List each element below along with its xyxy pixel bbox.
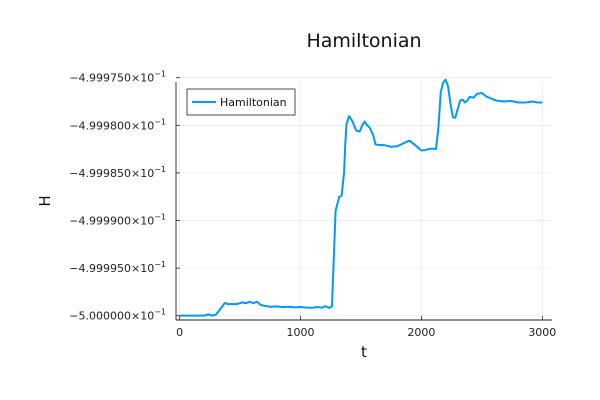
y-tick-exponent: −1 [154, 260, 166, 269]
y-tick-label: −4.999850×10−1 [69, 165, 166, 180]
x-tick-label: 3000 [528, 326, 556, 339]
y-tick-mantissa: −4.999850×10 [69, 167, 154, 180]
grid-lines [176, 77, 552, 320]
chart-title: Hamiltonian [306, 30, 421, 52]
y-tick-mantissa: −4.999900×10 [69, 215, 154, 228]
series-line-0 [179, 78, 543, 317]
y-tick-mantissa: −4.999950×10 [69, 262, 154, 275]
y-tick-label: −4.999800×10−1 [69, 117, 166, 132]
y-tick-labels: −4.999750×10−1−4.999800×10−1−4.999850×10… [69, 70, 166, 323]
y-tick-mantissa: −4.999750×10 [69, 72, 154, 85]
series-lines [179, 78, 543, 317]
x-tick-labels: 0 1000 2000 3000 [176, 326, 556, 339]
x-axis-label: t [361, 343, 367, 361]
y-tick-exponent: −1 [154, 117, 166, 126]
y-tick-exponent: −1 [154, 308, 166, 317]
legend: Hamiltonian [186, 88, 296, 116]
y-tick-exponent: −1 [154, 70, 166, 79]
axes [175, 77, 552, 321]
y-tick-mantissa: −4.999800×10 [69, 119, 154, 132]
y-tick-label: −4.999950×10−1 [69, 260, 166, 275]
y-tick-label: −5.000000×10−1 [69, 308, 166, 323]
x-tick-label: 0 [176, 326, 183, 339]
y-tick-label: −4.999900×10−1 [69, 213, 166, 228]
y-tick-exponent: −1 [154, 165, 166, 174]
x-tick-label: 2000 [407, 326, 435, 339]
y-tick-exponent: −1 [154, 213, 166, 222]
y-axis-label: H [36, 195, 54, 206]
x-tick-label: 1000 [287, 326, 315, 339]
y-tick-label: −4.999750×10−1 [69, 70, 166, 85]
legend-label: Hamiltonian [220, 96, 287, 109]
y-tick-mantissa: −5.000000×10 [69, 310, 154, 323]
